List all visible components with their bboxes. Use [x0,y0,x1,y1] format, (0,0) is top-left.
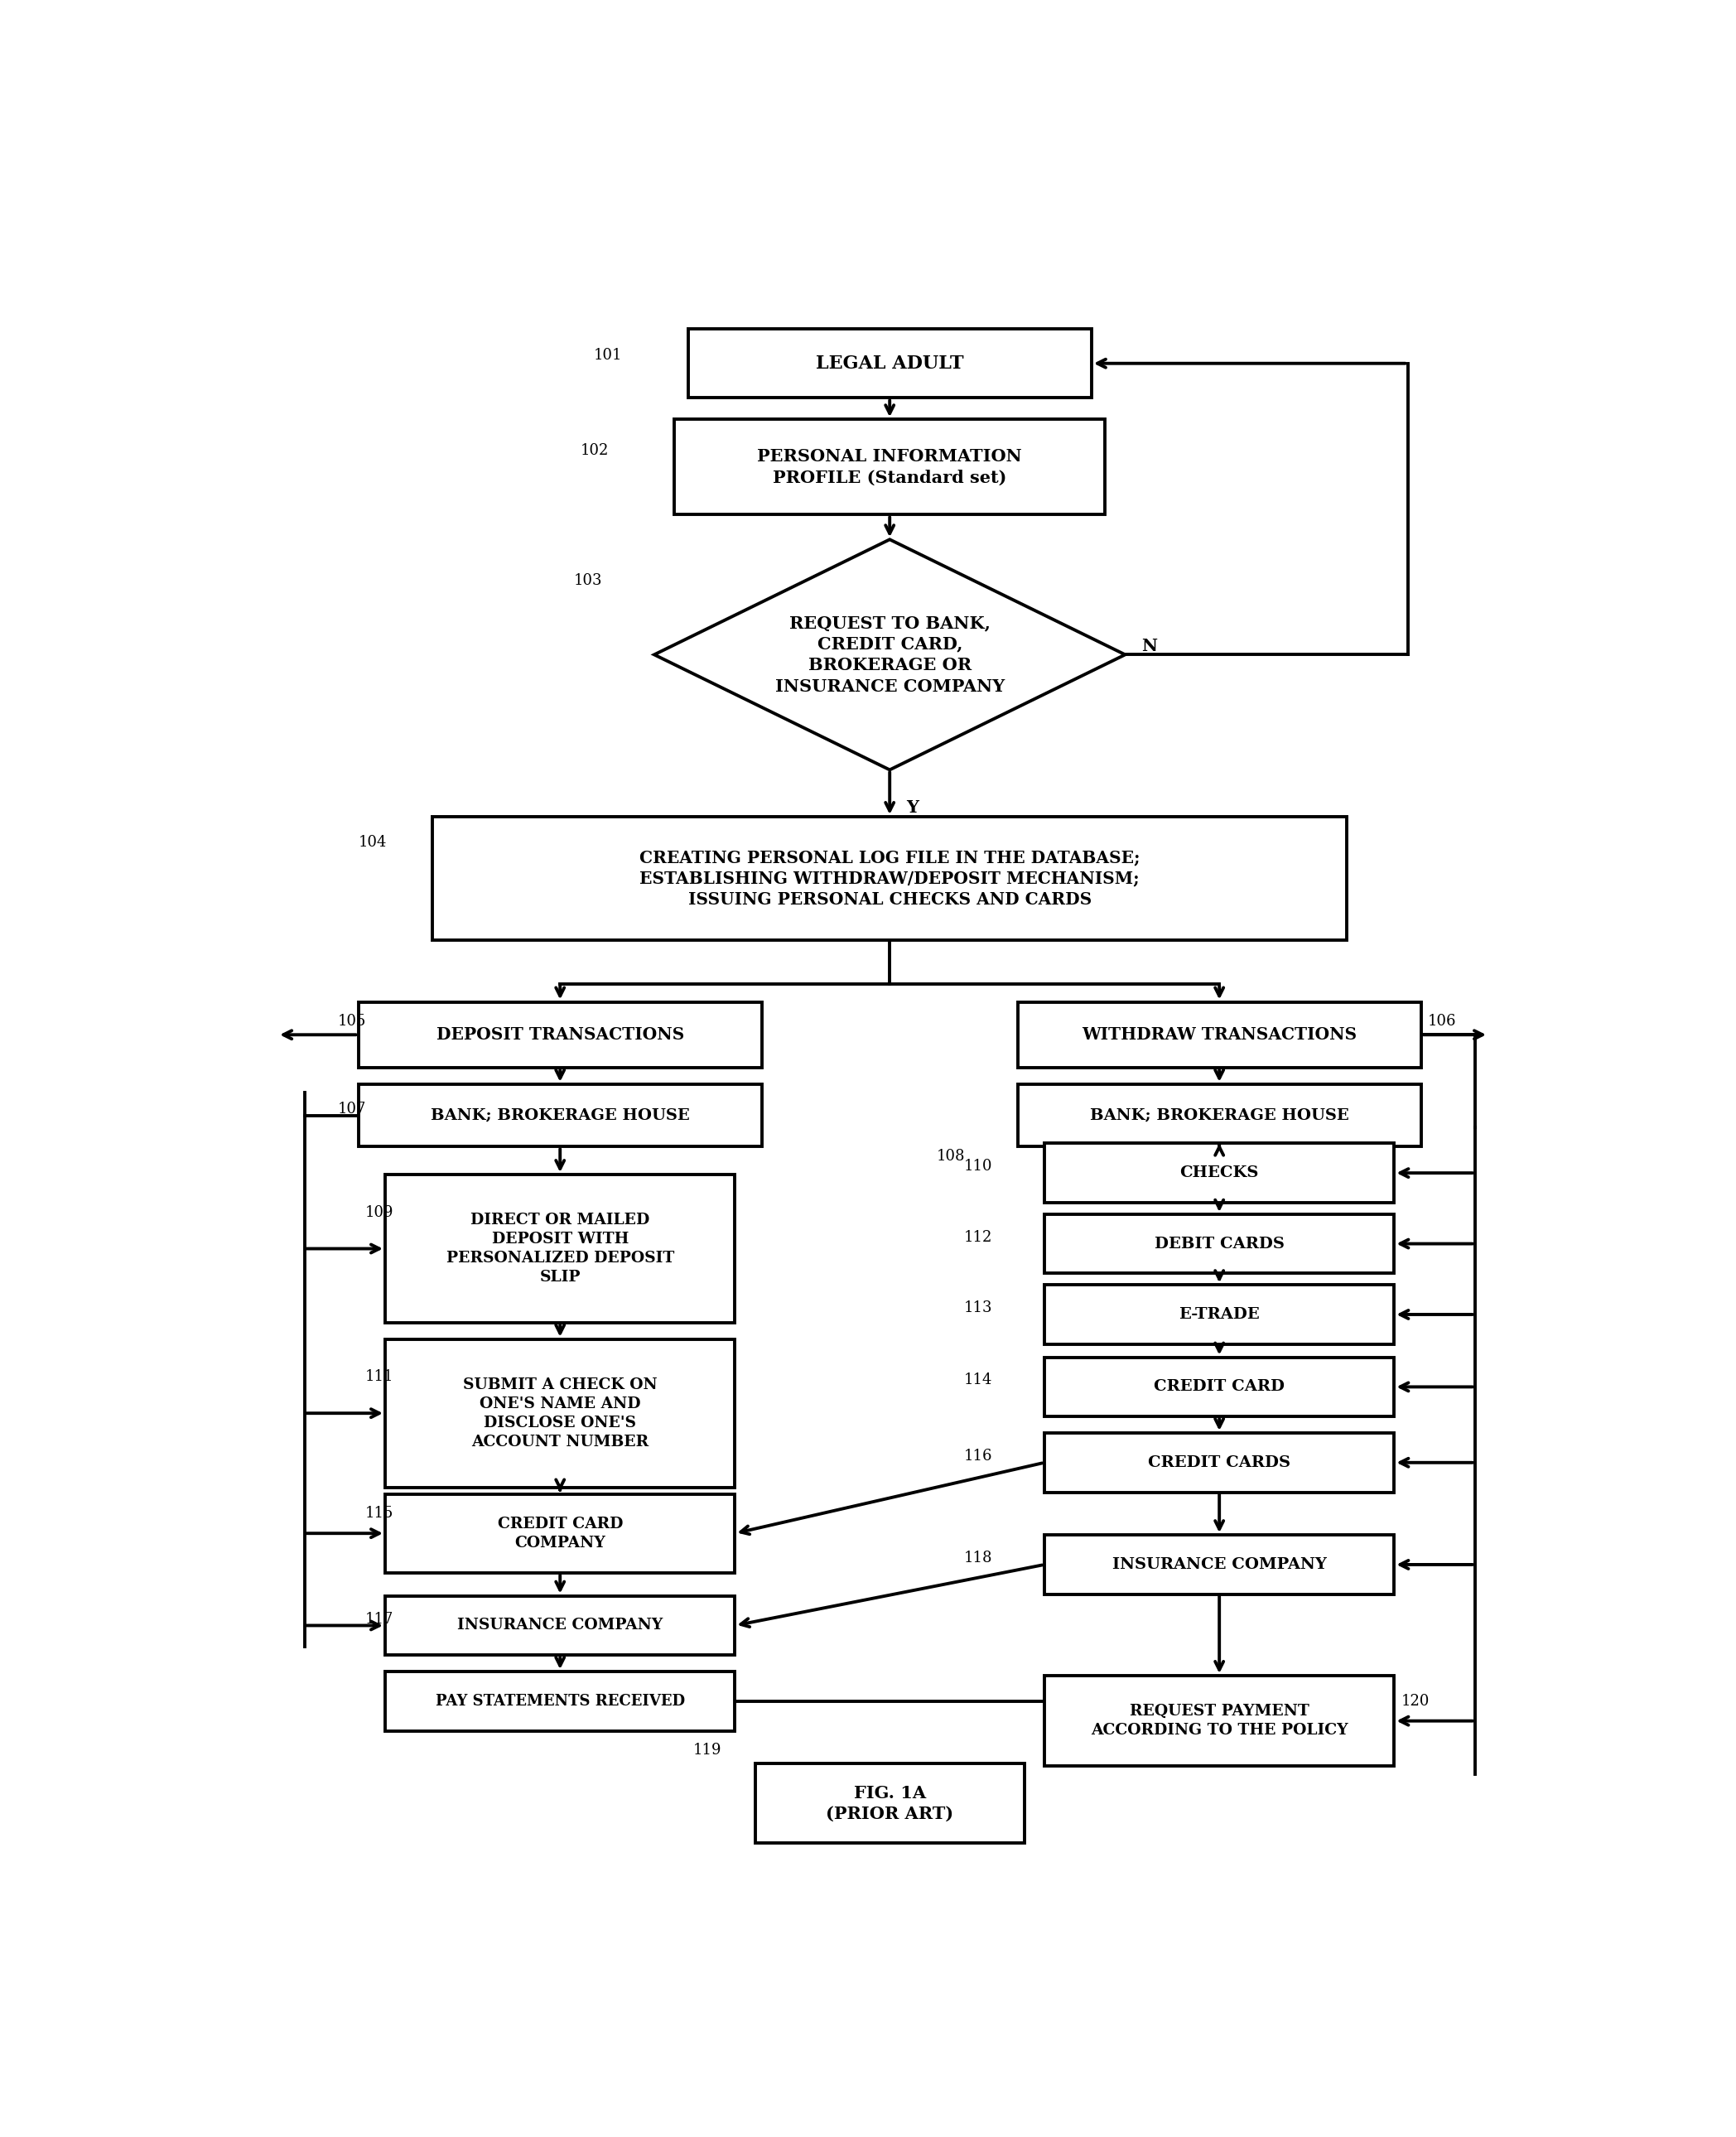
Bar [755,1763,1024,1842]
Text: CHECKS: CHECKS [1180,1165,1259,1180]
Text: E-TRADE: E-TRADE [1179,1308,1260,1323]
Text: 117: 117 [365,1611,394,1626]
Bar [1045,1214,1394,1274]
Polygon shape [654,539,1125,769]
Bar [385,1596,734,1654]
Text: DEPOSIT TRANSACTIONS: DEPOSIT TRANSACTIONS [436,1026,684,1043]
Text: INSURANCE COMPANY: INSURANCE COMPANY [457,1618,663,1633]
Text: 116: 116 [963,1449,993,1464]
Text: PERSONAL INFORMATION
PROFILE (Standard set): PERSONAL INFORMATION PROFILE (Standard s… [757,449,1023,485]
Bar [358,1083,762,1148]
Text: CREDIT CARDS: CREDIT CARDS [1147,1455,1290,1470]
Text: 111: 111 [365,1370,394,1385]
Text: N: N [1141,639,1158,654]
Bar [358,1002,762,1068]
Text: 103: 103 [573,573,602,588]
Text: 110: 110 [963,1158,993,1173]
Text: 106: 106 [1427,1015,1457,1030]
Text: 118: 118 [963,1551,993,1566]
Bar [432,816,1347,940]
Bar [385,1340,734,1487]
Bar [1045,1143,1394,1203]
Text: INSURANCE COMPANY: INSURANCE COMPANY [1113,1558,1326,1573]
Bar [385,1494,734,1573]
Bar [1045,1675,1394,1765]
Bar [1045,1284,1394,1344]
Text: SUBMIT A CHECK ON
ONE'S NAME AND
DISCLOSE ONE'S
ACCOUNT NUMBER: SUBMIT A CHECK ON ONE'S NAME AND DISCLOS… [464,1378,658,1449]
Text: 113: 113 [963,1301,993,1316]
Text: CREDIT CARD: CREDIT CARD [1154,1381,1285,1393]
Text: 120: 120 [1401,1695,1429,1710]
Text: 101: 101 [594,348,621,363]
Bar [1045,1357,1394,1417]
Text: REQUEST PAYMENT
ACCORDING TO THE POLICY: REQUEST PAYMENT ACCORDING TO THE POLICY [1090,1703,1347,1737]
Text: 109: 109 [365,1205,394,1220]
Text: 112: 112 [963,1229,993,1244]
Text: 105: 105 [339,1015,366,1030]
Text: LEGAL ADULT: LEGAL ADULT [816,355,963,372]
Text: 115: 115 [365,1507,394,1522]
Text: PAY STATEMENTS RECEIVED: PAY STATEMENTS RECEIVED [436,1695,684,1710]
Text: DEBIT CARDS: DEBIT CARDS [1154,1237,1285,1250]
Text: 114: 114 [963,1372,993,1387]
Bar [1045,1434,1394,1492]
Bar [687,329,1092,397]
Text: DIRECT OR MAILED
DEPOSIT WITH
PERSONALIZED DEPOSIT
SLIP: DIRECT OR MAILED DEPOSIT WITH PERSONALIZ… [446,1214,674,1284]
Text: 107: 107 [339,1101,366,1116]
Text: CREDIT CARD
COMPANY: CREDIT CARD COMPANY [498,1517,623,1549]
Bar [385,1671,734,1731]
Text: 102: 102 [580,442,609,457]
Text: REQUEST TO BANK,
CREDIT CARD,
BROKERAGE OR
INSURANCE COMPANY: REQUEST TO BANK, CREDIT CARD, BROKERAGE … [774,615,1005,695]
Text: BANK; BROKERAGE HOUSE: BANK; BROKERAGE HOUSE [431,1107,689,1122]
Bar [1017,1083,1422,1148]
Bar [674,419,1104,515]
Text: WITHDRAW TRANSACTIONS: WITHDRAW TRANSACTIONS [1082,1026,1358,1043]
Bar [1017,1002,1422,1068]
Bar [1045,1534,1394,1594]
Text: BANK; BROKERAGE HOUSE: BANK; BROKERAGE HOUSE [1090,1107,1349,1122]
Text: 119: 119 [693,1744,722,1759]
Text: Y: Y [906,799,918,816]
Bar [385,1175,734,1323]
Text: CREATING PERSONAL LOG FILE IN THE DATABASE;
ESTABLISHING WITHDRAW/DEPOSIT MECHAN: CREATING PERSONAL LOG FILE IN THE DATABA… [639,848,1141,908]
Text: FIG. 1A
(PRIOR ART): FIG. 1A (PRIOR ART) [826,1784,953,1821]
Text: 104: 104 [358,836,387,851]
Text: 108: 108 [937,1150,965,1165]
